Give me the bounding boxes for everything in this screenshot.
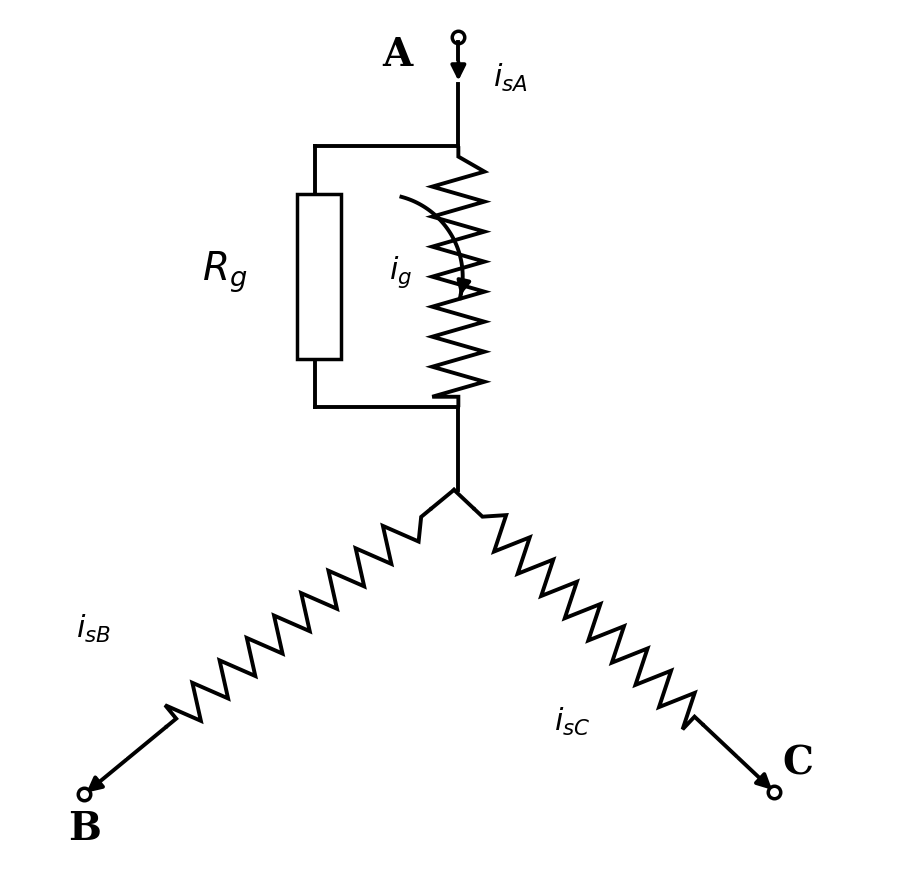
Text: A: A (382, 35, 412, 73)
Text: C: C (782, 745, 814, 783)
Text: $i_{sB}$: $i_{sB}$ (75, 613, 111, 645)
Bar (298, 194, 340, 359)
Text: $i_{sA}$: $i_{sA}$ (493, 62, 528, 95)
Text: $i_g$: $i_g$ (389, 255, 412, 290)
Text: $i_{sC}$: $i_{sC}$ (554, 706, 590, 738)
Text: B: B (68, 811, 101, 849)
Text: $R_g$: $R_g$ (202, 249, 247, 295)
